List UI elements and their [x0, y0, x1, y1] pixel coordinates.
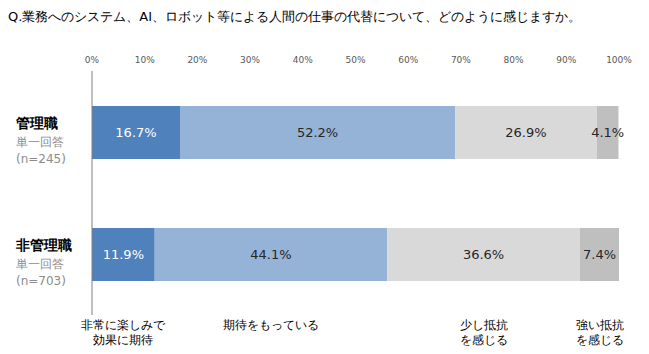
svg-text:単一回答: 単一回答 [16, 135, 64, 149]
svg-text:単一回答: 単一回答 [16, 257, 64, 271]
svg-text:90%: 90% [556, 55, 576, 65]
svg-text:非管理職: 非管理職 [15, 237, 72, 253]
svg-text:(n=245): (n=245) [16, 152, 66, 166]
html-text:強い抵抗: 強い抵抗 [575, 318, 624, 332]
svg-text:7.4%: 7.4% [583, 247, 616, 262]
svg-text:36.6%: 36.6% [463, 247, 504, 262]
svg-text:10%: 10% [135, 55, 155, 65]
html-text:Q.業務へのシステム、AI、ロボット等による人間の仕事の代替: Q.業務へのシステム、AI、ロボット等による人間の仕事の代替について、どのように… [8, 9, 582, 24]
svg-text:44.1%: 44.1% [250, 247, 291, 262]
html-text:効果に期待: 効果に期待 [93, 333, 154, 347]
svg-text:70%: 70% [451, 55, 471, 65]
svg-text:20%: 20% [187, 55, 207, 65]
svg-text:100%: 100% [606, 55, 632, 65]
svg-text:50%: 50% [345, 55, 365, 65]
svg-text:60%: 60% [398, 55, 418, 65]
html-text:非常に楽しみで: 非常に楽しみで [81, 318, 166, 332]
svg-text:30%: 30% [240, 55, 260, 65]
svg-text:16.7%: 16.7% [115, 125, 156, 140]
html-text:期待をもっている: 期待をもっている [222, 318, 319, 332]
svg-text:26.9%: 26.9% [505, 125, 546, 140]
svg-text:0%: 0% [85, 55, 100, 65]
svg-text:11.9%: 11.9% [103, 247, 144, 262]
svg-text:52.2%: 52.2% [297, 125, 338, 140]
svg-text:管理職: 管理職 [15, 115, 58, 131]
svg-text:80%: 80% [504, 55, 524, 65]
html-text:少し抵抗: 少し抵抗 [459, 318, 508, 332]
svg-text:40%: 40% [293, 55, 313, 65]
svg-text:(n=703): (n=703) [16, 274, 66, 288]
html-text:を感じる: を感じる [459, 333, 508, 347]
svg-text:4.1%: 4.1% [591, 125, 624, 140]
html-text:を感じる: を感じる [575, 333, 624, 347]
